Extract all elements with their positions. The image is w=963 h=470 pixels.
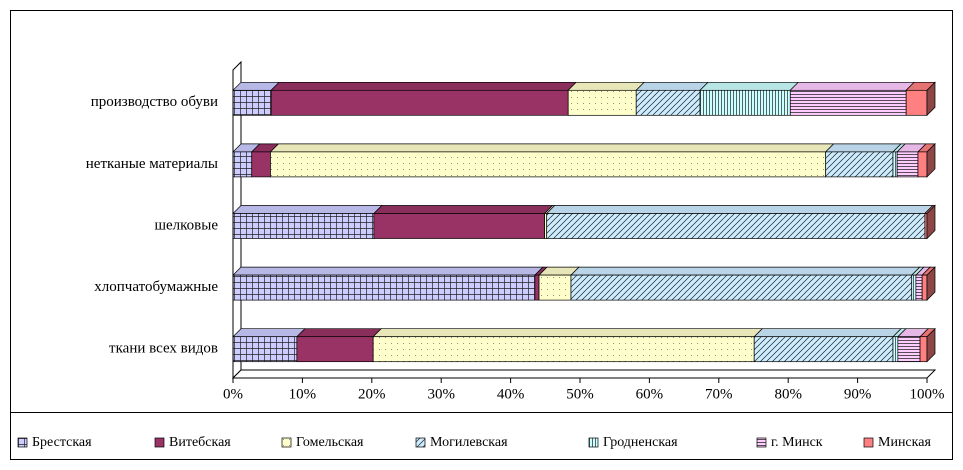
bar-top <box>372 328 764 338</box>
bar-side <box>926 81 936 117</box>
x-tick-label: 30% <box>427 386 455 402</box>
floor <box>231 369 937 379</box>
bar <box>373 213 545 239</box>
bar <box>232 274 536 301</box>
bar <box>232 89 272 116</box>
bar <box>825 151 894 178</box>
bar-top <box>232 328 306 338</box>
y-tick-label: шелковые <box>154 217 218 233</box>
bar-top <box>824 143 902 153</box>
bar <box>753 336 894 363</box>
legend-swatch <box>154 437 165 448</box>
bar-top <box>635 81 709 91</box>
bar-top <box>373 205 554 214</box>
bar <box>892 151 898 178</box>
y-tick-label: производство обуви <box>91 94 218 110</box>
bar <box>921 274 928 301</box>
x-tick-label: 100% <box>910 386 945 402</box>
bar <box>911 274 917 301</box>
legend-label: Брестская <box>32 435 92 450</box>
legend-swatch <box>17 437 28 448</box>
bar <box>567 89 637 116</box>
bar <box>232 336 298 363</box>
bar <box>546 213 926 239</box>
legend-swatch <box>756 437 767 448</box>
x-tick-label: 70% <box>705 386 733 402</box>
bar <box>699 89 791 116</box>
bar-top <box>570 266 921 276</box>
bar-top <box>567 81 646 91</box>
bar <box>270 89 569 116</box>
legend-swatch <box>863 437 874 448</box>
bar <box>570 274 913 301</box>
bar-top <box>296 328 383 338</box>
bar <box>896 151 919 178</box>
bar-side <box>926 204 936 240</box>
legend-label: Могилевская <box>430 435 508 450</box>
bar <box>919 336 928 363</box>
bar <box>372 336 755 363</box>
legend-swatch <box>415 437 426 448</box>
bar <box>251 151 271 178</box>
bar <box>538 274 572 301</box>
bar <box>232 213 375 239</box>
x-tick-label: 0% <box>223 386 243 402</box>
x-tick-label: 20% <box>358 386 386 402</box>
bar <box>915 274 923 301</box>
bar <box>892 336 899 363</box>
x-tick-label: 80% <box>774 386 802 402</box>
bar-top <box>753 328 902 338</box>
bar-side <box>926 266 936 301</box>
bar <box>917 151 928 178</box>
legend-label: Минская <box>878 435 931 450</box>
y-tick-label: нетканые материалы <box>86 156 218 172</box>
bar-top <box>269 143 835 153</box>
legend: Брестская Витебская Гомельская Могилевская Г… <box>17 435 931 450</box>
y-tick-label: хлопчатобумажные <box>94 279 218 295</box>
bar <box>232 151 253 178</box>
bar-top <box>232 266 544 276</box>
bar <box>635 89 701 116</box>
bar <box>789 89 907 116</box>
bar-top <box>545 205 934 214</box>
legend-label: г. Минск <box>771 435 823 450</box>
bar-side <box>926 143 936 178</box>
x-tick-label: 10% <box>289 386 317 402</box>
bar <box>897 336 921 363</box>
bar <box>534 274 540 301</box>
bar-side <box>926 327 936 363</box>
bar <box>296 336 374 363</box>
bar-top <box>789 81 916 91</box>
x-tick-label: 90% <box>844 386 872 402</box>
legend-label: Гомельская <box>296 435 364 450</box>
bar <box>905 89 928 116</box>
bar-top <box>270 81 578 91</box>
bar-top <box>699 81 800 91</box>
legend-label: Витебская <box>169 435 231 450</box>
y-tick-label: ткани всех видов <box>109 341 218 357</box>
legend-swatch <box>588 437 599 448</box>
legend-swatch <box>281 437 292 448</box>
bar <box>270 151 827 178</box>
x-tick-label: 50% <box>566 386 594 402</box>
x-tick-label: 40% <box>497 386 525 402</box>
x-tick-label: 60% <box>636 386 664 402</box>
bar-top <box>232 205 383 214</box>
legend-label: Гродненская <box>603 435 678 450</box>
